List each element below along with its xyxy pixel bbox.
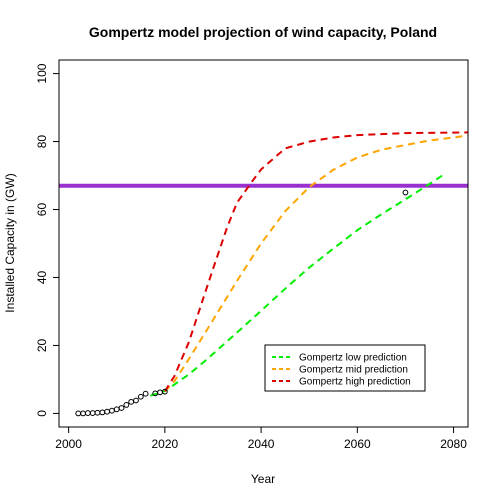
observed-point bbox=[75, 410, 82, 417]
x-axis-label: Year bbox=[251, 472, 275, 486]
observed-point bbox=[94, 409, 101, 416]
y-tick-label: 0 bbox=[35, 410, 49, 417]
x-tick-label: 2000 bbox=[55, 437, 82, 451]
observed-point bbox=[133, 397, 139, 404]
observed-point bbox=[137, 393, 144, 400]
plot-contents bbox=[59, 131, 468, 417]
x-tick-label: 2080 bbox=[440, 437, 467, 451]
series-line-gompertz-high-prediction bbox=[164, 131, 468, 392]
legend-label: Gompertz high prediction bbox=[299, 377, 411, 388]
observed-point bbox=[123, 402, 130, 408]
observed-point bbox=[128, 398, 135, 405]
observed-point bbox=[402, 189, 409, 196]
observed-point bbox=[113, 406, 120, 413]
legend-label: Gompertz low prediction bbox=[299, 353, 407, 364]
y-axis-label: Installed Capacity in (GW) bbox=[3, 173, 17, 312]
chart-title: Gompertz model projection of wind capaci… bbox=[89, 24, 437, 40]
observed-point bbox=[109, 407, 115, 414]
x-axis: 2000 2020 2040 2060 2080 bbox=[55, 426, 467, 451]
x-tick-label: 2060 bbox=[344, 437, 371, 451]
y-tick-label: 20 bbox=[35, 338, 49, 352]
series-line-gompertz-mid-prediction bbox=[164, 134, 468, 392]
observed-point bbox=[157, 389, 163, 396]
observed-point bbox=[118, 405, 125, 411]
y-tick-label: 40 bbox=[35, 270, 49, 284]
observed-point bbox=[89, 410, 96, 416]
y-tick-label: 100 bbox=[35, 63, 49, 83]
legend-box bbox=[264, 344, 426, 392]
observed-point bbox=[80, 410, 86, 417]
x-tick-label: 2020 bbox=[152, 437, 179, 451]
observed-point bbox=[161, 388, 168, 395]
series-line-gompertz-low-prediction bbox=[150, 173, 445, 397]
y-tick-label: 80 bbox=[35, 135, 49, 149]
x-tick-label: 2040 bbox=[248, 437, 275, 451]
observed-point bbox=[142, 390, 149, 397]
legend-label: Gompertz mid prediction bbox=[299, 365, 408, 376]
observed-point bbox=[99, 409, 106, 416]
y-axis: 0 20 40 60 80 100 bbox=[35, 63, 60, 417]
y-tick-label: 60 bbox=[35, 203, 49, 217]
observed-point bbox=[84, 410, 91, 416]
observed-point bbox=[104, 408, 111, 415]
